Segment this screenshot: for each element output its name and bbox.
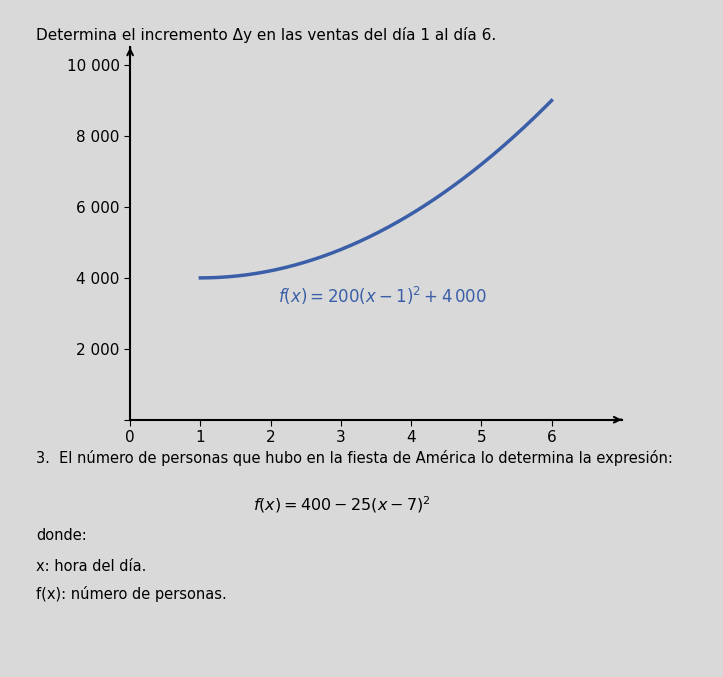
Text: 3.  El número de personas que hubo en la fiesta de América lo determina la expre: 3. El número de personas que hubo en la … <box>36 450 673 466</box>
Text: x: hora del día.: x: hora del día. <box>36 559 147 573</box>
Text: f(x): número de personas.: f(x): número de personas. <box>36 586 227 602</box>
Text: $f(x) = 400 - 25(x - 7)^2$: $f(x) = 400 - 25(x - 7)^2$ <box>253 494 431 515</box>
Text: $f(x) = 200(x - 1)^2 + 4\,000$: $f(x) = 200(x - 1)^2 + 4\,000$ <box>278 284 487 307</box>
Text: donde:: donde: <box>36 528 87 543</box>
Text: Determina el incremento Δy en las ventas del día 1 al día 6.: Determina el incremento Δy en las ventas… <box>36 27 497 43</box>
